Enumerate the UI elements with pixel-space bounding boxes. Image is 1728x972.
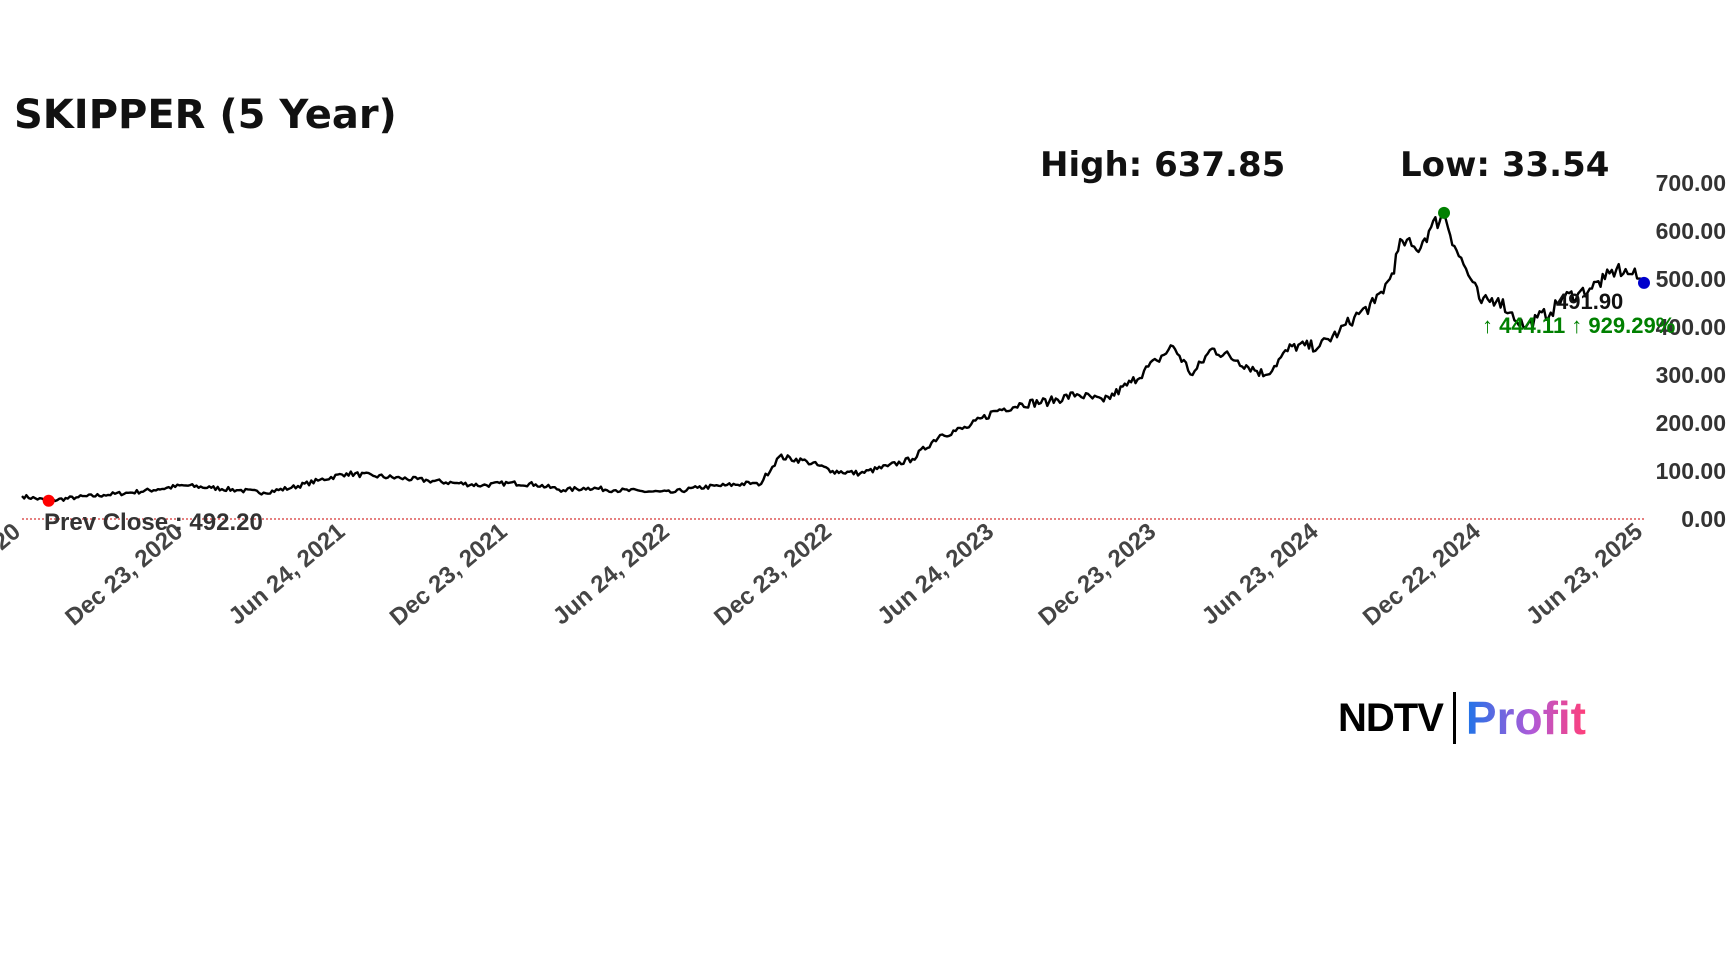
y-tick-label: 700.00	[1656, 170, 1726, 196]
x-tick-label: Jun 23, 2025	[1521, 518, 1648, 630]
x-tick-label: Dec 23, 2023	[1033, 518, 1161, 631]
y-tick-label: 100.00	[1656, 458, 1726, 484]
y-axis-ticks: 0.00 100.00 200.00 300.00 400.00 500.00 600.00…	[1656, 170, 1726, 532]
logo-ndtv-text: NDTV	[1338, 695, 1444, 740]
y-tick-label: 500.00	[1656, 266, 1726, 292]
prev-close-label: Prev Close : 492.20	[44, 509, 263, 536]
x-tick-label: Jun 24, 2023	[872, 518, 999, 630]
x-tick-label: Jun 24, 2022	[548, 518, 675, 630]
x-tick-label: Dec 23, 2022	[709, 518, 837, 631]
logo-divider	[1452, 692, 1456, 744]
start-marker	[42, 494, 55, 507]
x-tick-label: Dec 23, 2021	[385, 518, 513, 631]
last-price-label: 491.90	[1556, 289, 1623, 314]
high-marker	[1438, 206, 1451, 219]
x-tick-label: Jun 23, 2024	[1197, 517, 1324, 630]
logo-profit-text: Profit	[1465, 692, 1586, 744]
last-price-marker	[1638, 276, 1650, 289]
price-line-series	[21, 211, 1646, 503]
y-tick-label: 0.00	[1681, 506, 1726, 532]
y-tick-label: 300.00	[1656, 362, 1726, 388]
y-tick-label: 200.00	[1656, 410, 1726, 436]
y-tick-label: 400.00	[1656, 314, 1726, 340]
low-stat: Low: 33.54	[1400, 145, 1610, 185]
ndtv-profit-logo: NDTV Profit	[1338, 690, 1586, 746]
x-tick-label: Jun 24, 2020	[0, 518, 26, 630]
x-tick-label: Dec 22, 2024	[1358, 517, 1486, 631]
high-stat: High: 637.85	[1040, 145, 1286, 185]
chart-title: SKIPPER (5 Year)	[14, 92, 397, 138]
change-label: ↑ 444.11 ↑ 929.29%	[1482, 313, 1675, 338]
y-tick-label: 600.00	[1656, 218, 1726, 244]
